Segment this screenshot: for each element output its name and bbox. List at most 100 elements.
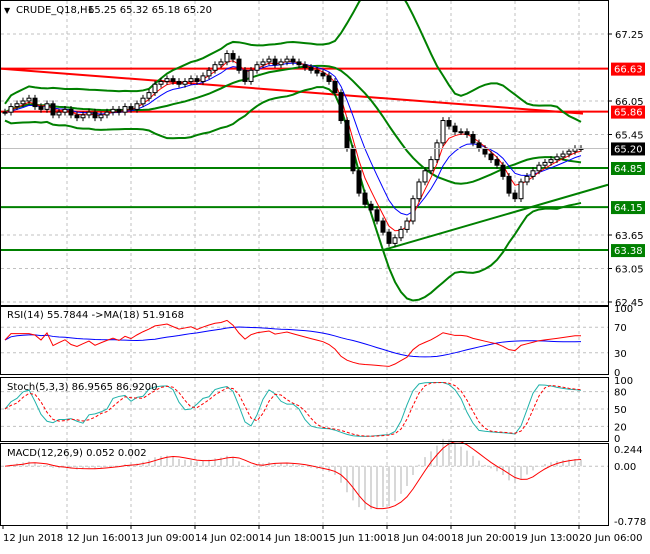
candle-body bbox=[500, 164, 506, 177]
time-label: 14 Jun 02:00 bbox=[195, 533, 259, 544]
candle-body bbox=[446, 120, 452, 127]
candle-body bbox=[212, 64, 218, 71]
candle-body bbox=[386, 231, 392, 244]
candle-body bbox=[374, 209, 380, 222]
candle-body bbox=[32, 97, 38, 108]
stoch-signal-line bbox=[4, 382, 582, 437]
level-badge bbox=[611, 105, 645, 119]
trendline bbox=[382, 183, 609, 252]
candle-body bbox=[266, 58, 272, 63]
symbol-label: CRUDE_Q18,H1 bbox=[16, 5, 94, 16]
stoch-label: Stoch(5,3,3) 86.9565 86.9200 bbox=[7, 382, 158, 393]
candle-body bbox=[218, 61, 224, 66]
candle-body bbox=[104, 111, 110, 116]
candle-body bbox=[302, 64, 308, 68]
candle-body bbox=[188, 78, 194, 82]
candle-body bbox=[566, 150, 572, 155]
candle-body bbox=[518, 181, 524, 200]
candle-body bbox=[8, 106, 14, 113]
candle-body bbox=[182, 80, 188, 85]
bollinger-mid bbox=[4, 64, 582, 185]
candle-body bbox=[368, 203, 374, 211]
candle-body bbox=[356, 170, 362, 194]
candle-body bbox=[110, 108, 116, 113]
current-price-badge bbox=[611, 142, 645, 156]
candle-body bbox=[236, 58, 242, 71]
rsi-label: RSI(14) 55.7844 ->MA(18) 51.9168 bbox=[7, 310, 184, 321]
stoch-tick-label: 0 bbox=[614, 434, 620, 445]
level-badge bbox=[611, 62, 645, 76]
level-label: 63.38 bbox=[614, 246, 643, 257]
candle-body bbox=[158, 80, 164, 85]
candle-body bbox=[56, 111, 62, 116]
bollinger-upper bbox=[4, 0, 582, 123]
time-label: 12 Jun 2018 bbox=[3, 533, 63, 544]
candle-body bbox=[230, 53, 236, 60]
time-label: 18 Jun 20:00 bbox=[451, 533, 515, 544]
long-ma-line bbox=[0, 67, 584, 115]
candle-body bbox=[206, 69, 212, 77]
candle-body bbox=[536, 164, 542, 172]
candle-body bbox=[476, 142, 482, 149]
candle-body bbox=[494, 159, 500, 166]
stoch-tick-label: 50 bbox=[614, 405, 627, 416]
candle-body bbox=[74, 114, 80, 119]
candle-body bbox=[224, 53, 230, 63]
price-tick-label: 62.45 bbox=[615, 298, 644, 309]
time-label: 19 Jun 13:00 bbox=[515, 533, 579, 544]
candle-body bbox=[314, 69, 320, 74]
macd-signal-line bbox=[4, 441, 582, 510]
indicator-panels bbox=[4, 319, 582, 510]
candle-body bbox=[464, 131, 470, 135]
candle-body bbox=[326, 75, 332, 82]
price-tick-label: 63.05 bbox=[615, 264, 644, 275]
price-tick-label: 67.25 bbox=[615, 30, 644, 41]
candle-body bbox=[170, 78, 176, 82]
candle-body bbox=[80, 114, 86, 119]
axes: 67.25 66.05 65.45 63.65 63.05 62.45 66.63 65.86… bbox=[0, 0, 646, 544]
macd-tick-label: 0.00 bbox=[614, 462, 636, 473]
level-label: 65.86 bbox=[614, 108, 643, 119]
candle-body bbox=[122, 106, 128, 113]
price-tick-label: 66.05 bbox=[615, 97, 644, 108]
candle-body bbox=[338, 92, 344, 122]
rsi-tick-label: 70 bbox=[614, 323, 627, 334]
time-label: 20 Jun 06:00 bbox=[579, 533, 643, 544]
candle-body bbox=[194, 78, 200, 82]
candle-body bbox=[392, 237, 398, 244]
candle-body bbox=[50, 103, 56, 116]
candle-body bbox=[362, 192, 368, 205]
price-tick-label: 63.65 bbox=[615, 231, 644, 242]
candle-body bbox=[128, 106, 134, 110]
level-badge bbox=[611, 201, 645, 215]
candle-body bbox=[524, 175, 530, 183]
candle-body bbox=[548, 159, 554, 163]
candle-body bbox=[320, 72, 326, 77]
candle-body bbox=[152, 83, 158, 94]
grid bbox=[1, 1, 608, 525]
candle-body bbox=[260, 61, 266, 66]
candle-body bbox=[458, 131, 464, 134]
ema-fast bbox=[4, 60, 582, 232]
bollinger-lower bbox=[4, 86, 582, 302]
candle-body bbox=[2, 111, 8, 114]
candle-body bbox=[410, 198, 416, 222]
panel-frame bbox=[0, 443, 609, 526]
candle-body bbox=[14, 103, 20, 108]
macd-tick-label: -0.778 bbox=[614, 517, 646, 528]
time-label: 18 Jun 04:00 bbox=[387, 533, 451, 544]
stoch-tick-label: 100 bbox=[614, 376, 633, 387]
candle-body bbox=[296, 61, 302, 66]
price-panel bbox=[0, 0, 609, 302]
time-label: 15 Jun 11:00 bbox=[323, 533, 387, 544]
rsi-tick-label: 30 bbox=[614, 349, 627, 360]
level-label: 64.85 bbox=[614, 164, 643, 175]
candle-body bbox=[530, 170, 536, 177]
candle-body bbox=[44, 103, 50, 110]
candle-body bbox=[512, 192, 518, 200]
dropdown-arrow-icon[interactable]: ▼ bbox=[4, 6, 11, 15]
candle-body bbox=[92, 111, 98, 119]
stoch-tick-label: 20 bbox=[614, 422, 627, 433]
